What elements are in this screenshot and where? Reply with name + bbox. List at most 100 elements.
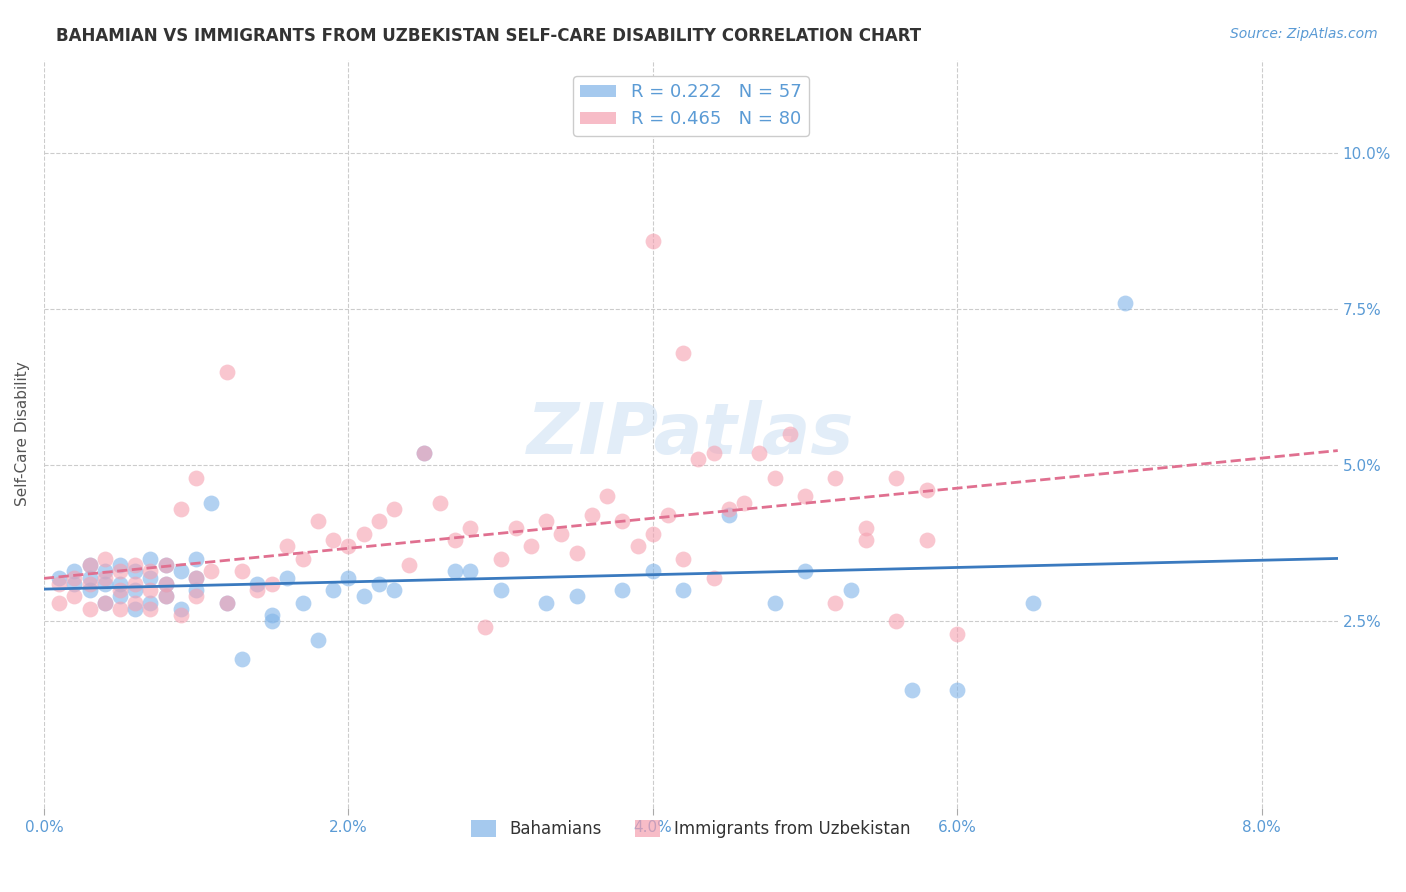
Point [63,570,86,584]
Point [884,614,907,628]
Point [200,496,222,510]
Point [505,521,527,535]
Point [353,589,375,603]
Point [200,564,222,578]
Point [763,595,786,609]
Point [641,234,664,248]
Point [79,558,101,572]
Point [322,582,344,597]
Point [641,564,664,578]
Point [79,570,101,584]
Point [657,508,679,523]
Point [550,527,572,541]
Point [108,589,131,603]
Point [779,427,801,442]
Point [1022,595,1045,609]
Point [94,595,117,609]
Point [124,595,146,609]
Point [79,576,101,591]
Point [155,589,177,603]
Text: ZIPatlas: ZIPatlas [527,400,855,468]
Point [398,558,420,572]
Point [353,527,375,541]
Point [1114,296,1136,310]
Point [794,564,817,578]
Point [139,570,162,584]
Text: Source: ZipAtlas.com: Source: ZipAtlas.com [1230,27,1378,41]
Point [124,582,146,597]
Point [672,346,695,360]
Point [184,589,207,603]
Point [703,570,725,584]
Point [581,508,603,523]
Point [900,682,922,697]
Point [184,570,207,584]
Point [520,539,543,553]
Text: BAHAMIAN VS IMMIGRANTS FROM UZBEKISTAN SELF-CARE DISABILITY CORRELATION CHART: BAHAMIAN VS IMMIGRANTS FROM UZBEKISTAN S… [56,27,921,45]
Point [458,564,481,578]
Point [444,533,467,548]
Point [139,601,162,615]
Point [717,502,740,516]
Point [108,564,131,578]
Point [108,558,131,572]
Point [124,558,146,572]
Point [824,471,846,485]
Point [429,496,451,510]
Point [276,539,298,553]
Point [48,595,70,609]
Point [855,533,877,548]
Point [184,570,207,584]
Point [63,564,86,578]
Point [337,539,360,553]
Point [534,515,557,529]
Point [124,601,146,615]
Point [170,607,193,622]
Point [489,582,512,597]
Point [262,576,284,591]
Point [367,576,389,591]
Point [108,582,131,597]
Point [108,601,131,615]
Point [170,564,193,578]
Point [246,582,269,597]
Point [474,620,496,634]
Point [184,582,207,597]
Point [672,551,695,566]
Legend: Bahamians, Immigrants from Uzbekistan: Bahamians, Immigrants from Uzbekistan [465,814,917,845]
Point [262,607,284,622]
Point [215,595,238,609]
Point [839,582,862,597]
Y-axis label: Self-Care Disability: Self-Care Disability [15,361,30,507]
Point [565,545,588,559]
Point [48,576,70,591]
Point [946,626,969,640]
Point [458,521,481,535]
Point [108,576,131,591]
Point [641,527,664,541]
Point [139,551,162,566]
Point [291,595,314,609]
Point [215,595,238,609]
Point [94,564,117,578]
Point [367,515,389,529]
Point [565,589,588,603]
Point [184,471,207,485]
Point [94,576,117,591]
Point [413,446,436,460]
Point [489,551,512,566]
Point [184,551,207,566]
Point [48,570,70,584]
Point [794,490,817,504]
Point [413,446,436,460]
Point [946,682,969,697]
Point [626,539,648,553]
Point [748,446,770,460]
Point [703,446,725,460]
Point [915,483,938,498]
Point [170,502,193,516]
Point [717,508,740,523]
Point [63,589,86,603]
Point [63,576,86,591]
Point [534,595,557,609]
